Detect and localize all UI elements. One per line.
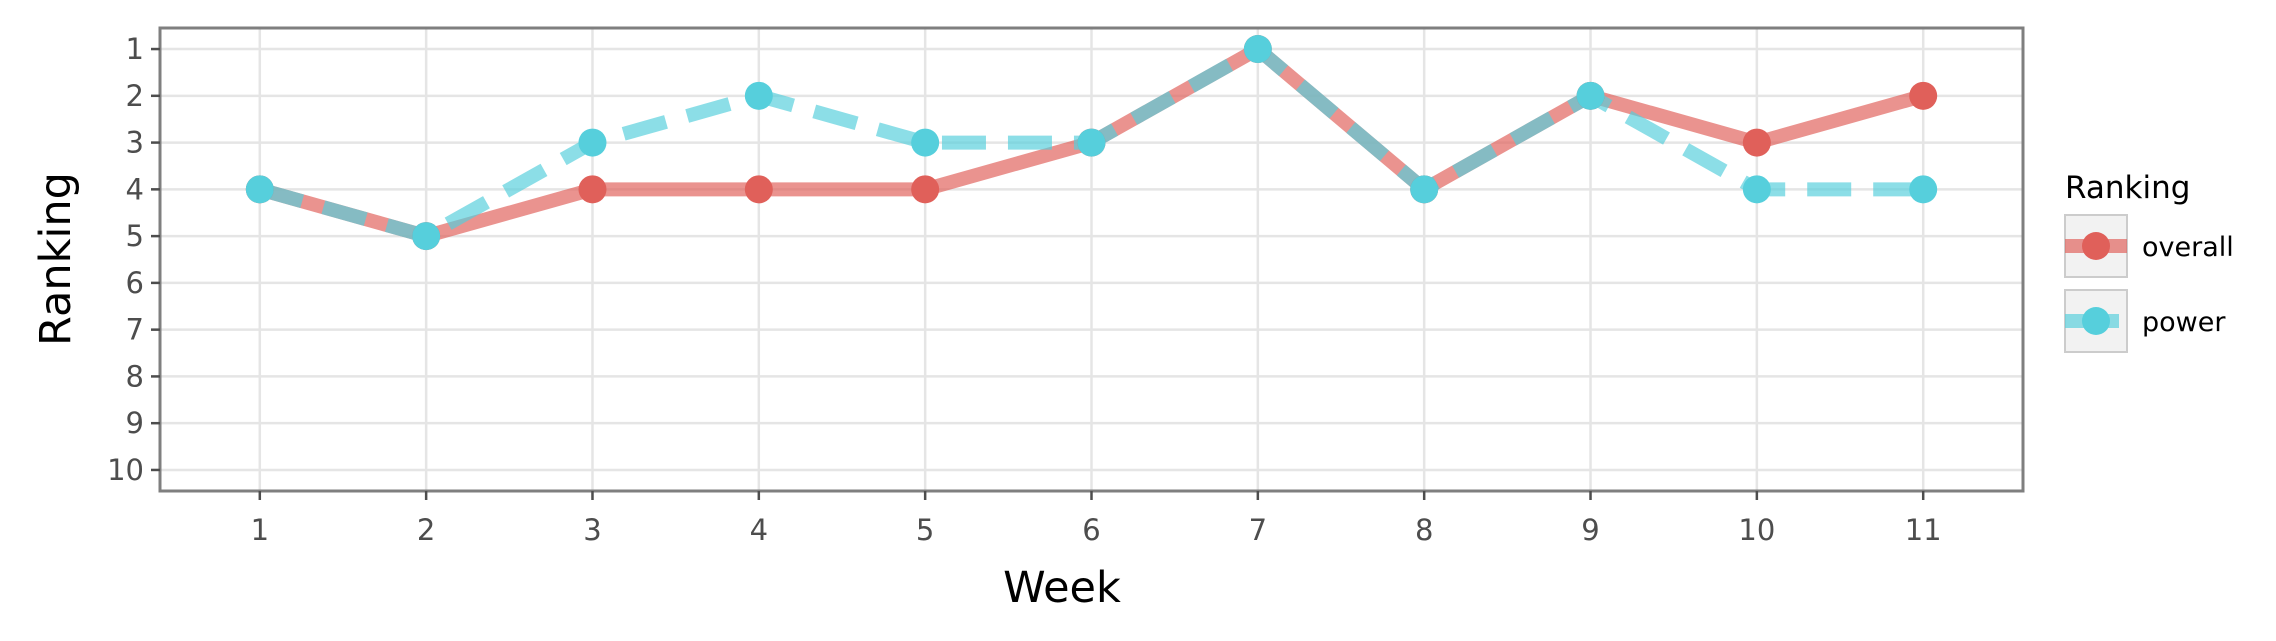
x-axis-title: Week bbox=[1003, 563, 1121, 613]
data-point-overall bbox=[1909, 81, 1938, 110]
y-tick-label: 10 bbox=[107, 453, 144, 487]
legend: Ranking overall power bbox=[2064, 170, 2234, 353]
legend-title: Ranking bbox=[2065, 170, 2190, 206]
data-point-overall bbox=[578, 175, 607, 204]
x-tick-label: 7 bbox=[1249, 513, 1267, 547]
x-tick-label: 8 bbox=[1415, 513, 1433, 547]
y-tick-label: 5 bbox=[126, 219, 144, 253]
data-point-power bbox=[1909, 175, 1938, 204]
data-point-power bbox=[911, 128, 940, 157]
y-tick-label: 9 bbox=[126, 406, 144, 440]
data-point-power bbox=[1742, 175, 1771, 204]
data-point-power bbox=[245, 175, 274, 204]
data-point-overall bbox=[1742, 128, 1771, 157]
x-tick-label: 9 bbox=[1581, 513, 1599, 547]
data-point-power bbox=[1410, 175, 1439, 204]
y-axis: 1 2 3 4 5 6 7 8 9 10 bbox=[107, 32, 160, 487]
legend-key-point-power bbox=[2082, 307, 2110, 335]
y-tick-label: 7 bbox=[126, 313, 144, 347]
x-tick-label: 5 bbox=[916, 513, 934, 547]
x-tick-label: 2 bbox=[417, 513, 435, 547]
x-tick-label: 3 bbox=[583, 513, 601, 547]
data-point-power bbox=[1243, 35, 1272, 64]
x-tick-label: 11 bbox=[1905, 513, 1942, 547]
y-tick-label: 8 bbox=[126, 359, 144, 393]
x-axis: 1 2 3 4 5 6 7 8 9 10 11 bbox=[251, 491, 1942, 547]
data-point-power bbox=[744, 81, 773, 110]
x-tick-label: 4 bbox=[750, 513, 768, 547]
data-point-overall bbox=[744, 175, 773, 204]
legend-label-power: power bbox=[2142, 307, 2226, 338]
legend-label-overall: overall bbox=[2142, 232, 2234, 263]
y-tick-label: 2 bbox=[126, 79, 144, 113]
x-tick-label: 6 bbox=[1082, 513, 1100, 547]
x-tick-label: 1 bbox=[251, 513, 269, 547]
legend-key-point-overall bbox=[2082, 232, 2110, 260]
data-point-overall bbox=[911, 175, 940, 204]
data-point-power bbox=[578, 128, 607, 157]
y-tick-label: 6 bbox=[126, 266, 144, 300]
y-tick-label: 3 bbox=[126, 126, 144, 160]
y-tick-label: 4 bbox=[126, 172, 144, 206]
y-tick-label: 1 bbox=[126, 32, 144, 66]
data-series bbox=[245, 35, 1938, 251]
data-point-power bbox=[1077, 128, 1106, 157]
data-point-power bbox=[1576, 81, 1605, 110]
x-tick-label: 10 bbox=[1738, 513, 1775, 547]
y-axis-title: Ranking bbox=[31, 172, 81, 346]
data-point-power bbox=[412, 222, 441, 251]
